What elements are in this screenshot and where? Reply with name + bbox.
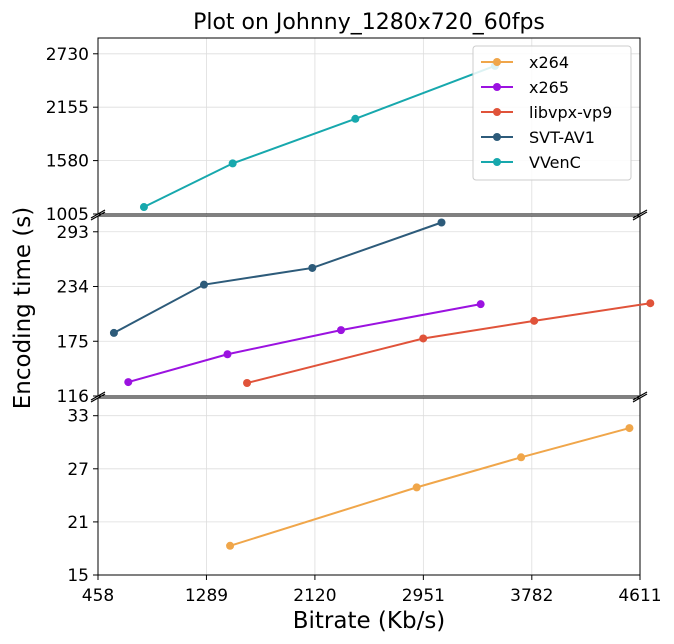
legend-label: VVenC — [529, 153, 581, 172]
y-tick-label: 1580 — [46, 152, 89, 172]
legend-marker — [493, 58, 501, 66]
axis-break-mark — [632, 393, 648, 403]
x-tick-label: 458 — [82, 586, 114, 606]
x-tick-label: 1289 — [185, 586, 228, 606]
series-x265 — [124, 300, 485, 387]
y-tick-label: 2730 — [46, 45, 89, 65]
series-line — [113, 221, 442, 334]
data-point — [226, 541, 235, 550]
legend-box — [472, 45, 632, 181]
x-tick-label: 2951 — [402, 586, 445, 606]
y-tick-label: 2155 — [46, 98, 89, 118]
legend-label: x265 — [529, 78, 569, 97]
legend-item: libvpx-vp9 — [481, 103, 612, 122]
x-axis-label: Bitrate (Kb/s) — [293, 608, 446, 634]
data-point — [199, 280, 208, 289]
y-tick-label: 33 — [67, 407, 89, 427]
data-point — [223, 350, 232, 359]
legend-marker — [493, 158, 501, 166]
axes-panels — [97, 37, 641, 576]
series-layer — [109, 61, 655, 550]
data-point — [243, 379, 252, 388]
data-point — [419, 334, 428, 343]
data-point — [308, 263, 317, 272]
series-x264 — [226, 424, 634, 550]
series-VVenC — [139, 61, 500, 212]
series-line — [229, 427, 630, 547]
legend-item: x265 — [481, 78, 569, 97]
data-point — [228, 159, 237, 168]
data-point — [139, 203, 148, 212]
legend-item: SVT-AV1 — [481, 128, 595, 147]
data-point — [530, 316, 539, 325]
series-line — [246, 302, 651, 384]
axis-break-mark — [632, 209, 648, 219]
legend-label: SVT-AV1 — [529, 128, 595, 147]
legend-label: x264 — [529, 53, 569, 72]
legend-item: x264 — [481, 53, 569, 72]
axis-break-mark — [632, 391, 648, 401]
y-tick-label: 21 — [67, 513, 89, 533]
y-axis-label: Encoding time (s) — [10, 207, 36, 410]
series-libvpx-vp9 — [243, 299, 655, 388]
axis-break-mark — [90, 211, 106, 221]
y-tick-label: 234 — [57, 278, 89, 298]
data-point — [625, 424, 634, 433]
series-line — [128, 303, 481, 384]
legend-label: libvpx-vp9 — [529, 103, 612, 122]
axes-panel-bottom — [97, 397, 641, 576]
legend-marker — [493, 108, 501, 116]
axis-break-mark — [90, 393, 106, 403]
axis-break-mark — [90, 209, 106, 219]
legend-marker — [493, 83, 501, 91]
data-point — [476, 300, 485, 309]
data-point — [351, 114, 360, 123]
x-tick-label: 4611 — [618, 586, 661, 606]
data-point — [437, 218, 446, 227]
axis-break-mark — [90, 391, 106, 401]
y-tick-label: 175 — [57, 332, 89, 352]
x-tick-label: 3782 — [510, 586, 553, 606]
legend-marker — [493, 133, 501, 141]
data-point — [337, 326, 346, 335]
ticks: 1005 1580 2155 2730 116 175 234 293 15 21 27 33 458 1… — [46, 45, 662, 606]
data-point — [646, 299, 655, 308]
data-point — [124, 378, 133, 387]
data-point — [109, 328, 118, 337]
axes-panel-top — [97, 37, 641, 215]
series-SVT-AV1 — [109, 218, 446, 337]
x-tick-label: 2120 — [293, 586, 336, 606]
chart-title: Plot on Johnny_1280x720_60fps — [193, 10, 545, 35]
series-line — [143, 64, 496, 208]
y-tick-label: 1005 — [46, 205, 89, 225]
data-point — [412, 483, 421, 492]
legend-item: VVenC — [481, 153, 581, 172]
y-tick-label: 27 — [67, 460, 89, 480]
legend: x264 x265 libvpx-vp9 SVT-AV1 VVenC — [472, 45, 632, 181]
data-point — [517, 453, 526, 462]
y-tick-label: 15 — [67, 566, 89, 586]
axes-panel-middle — [97, 215, 641, 397]
y-tick-label: 116 — [57, 387, 89, 407]
axis-break-mark — [632, 211, 648, 221]
y-tick-label: 293 — [57, 223, 89, 243]
